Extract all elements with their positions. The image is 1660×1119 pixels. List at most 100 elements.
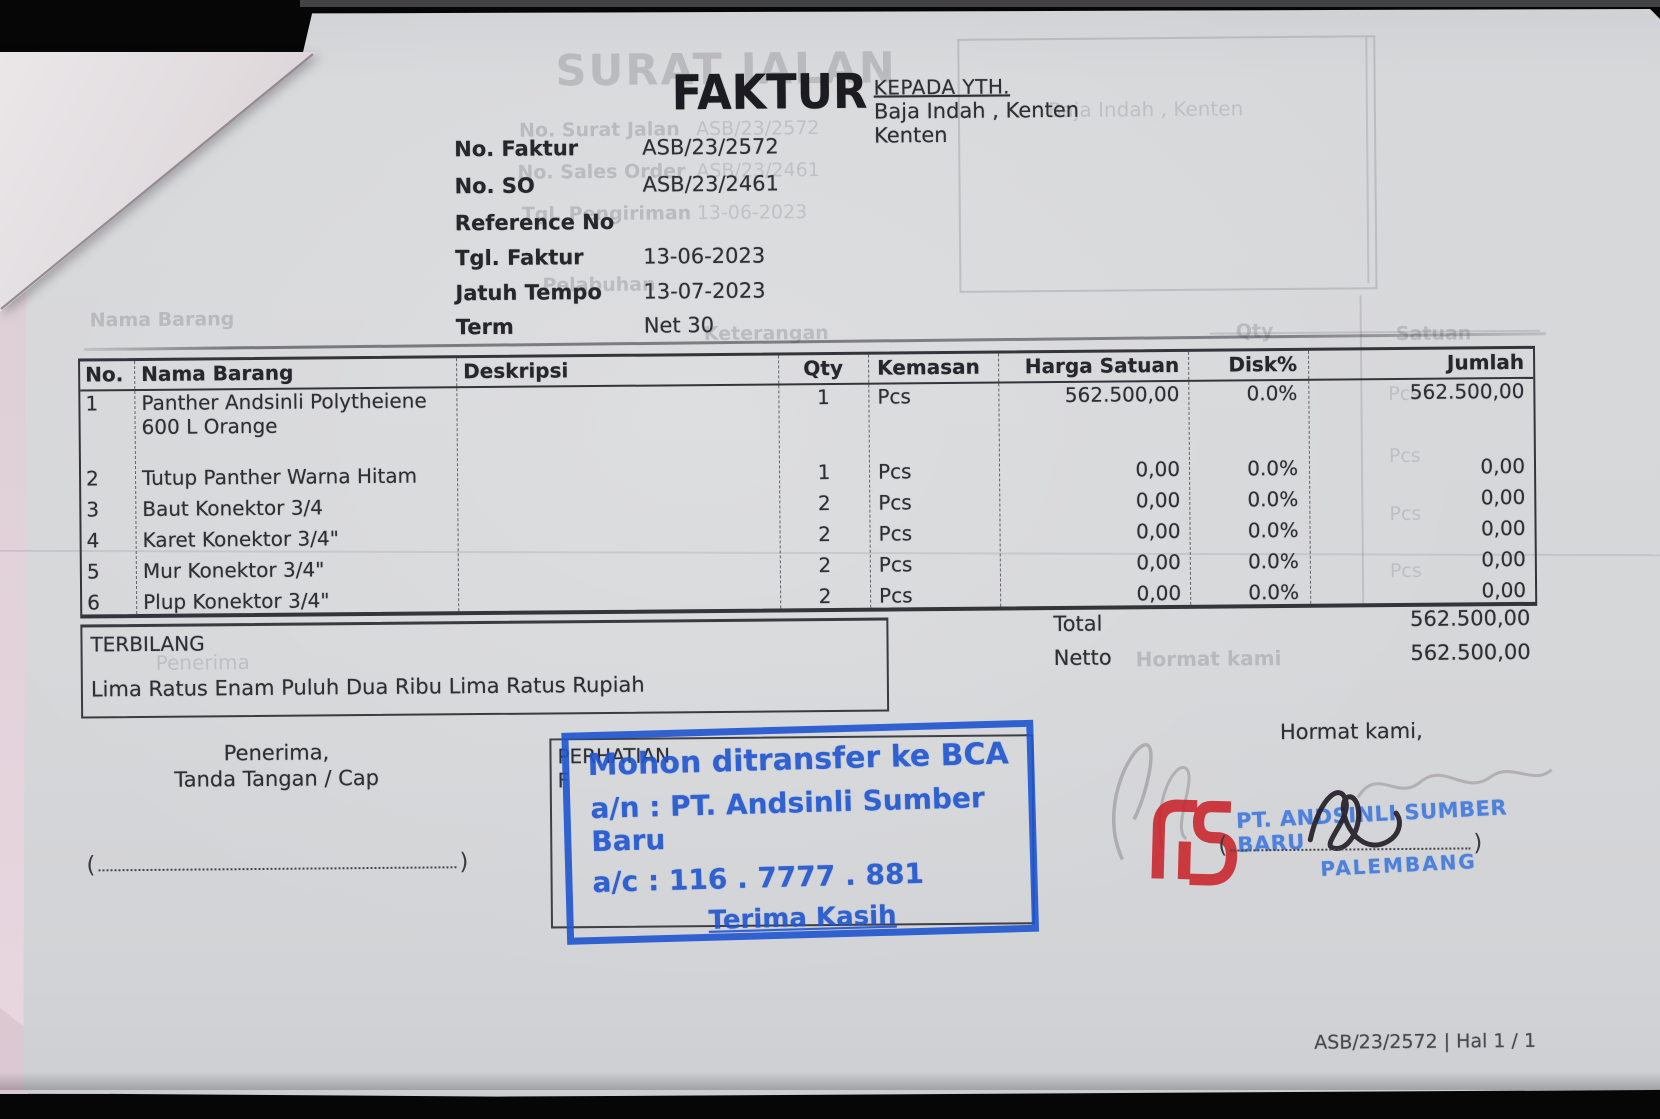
items-table: No. Nama Barang Deskripsi Qty Kemasan Ha… (78, 345, 1538, 619)
cell-nama: Plup Konektor 3/4" (143, 588, 330, 614)
cell-kemasan: Pcs (878, 521, 913, 546)
field-value: Net 30 (643, 313, 715, 338)
recipient-line2: Kenten (874, 122, 948, 148)
cell-deskripsi (457, 460, 779, 494)
cell-nama: Panther Andsinli Polytheiene 600 L Orang… (141, 388, 427, 439)
cell-kemasan: Pcs (877, 384, 911, 409)
stamp-line2: a/n : PT. Andsinli Sumber Baru (589, 781, 986, 859)
field-label: No. SO (454, 173, 535, 199)
cell-no: 4 (86, 528, 100, 553)
ghost-col-nama: Nama Barang (89, 308, 235, 332)
cell-harga: 0,00 (1136, 580, 1182, 606)
cell-nama: Mur Konektor 3/4" (142, 557, 325, 583)
header-harga: Harga Satuan (1024, 352, 1180, 379)
recipient-line1: Baja Indah , Kenten (873, 97, 1080, 124)
cell-disk: 0.0% (1247, 455, 1299, 481)
header-no: No. (85, 362, 124, 387)
cell-jumlah: 0,00 (1480, 484, 1526, 510)
penerima-line1: Penerima, (223, 740, 330, 766)
company-logo-stamp (1151, 799, 1238, 886)
header-deskripsi: Deskripsi (463, 358, 569, 384)
cell-harga: 562.500,00 (1064, 381, 1180, 407)
ghost-recipient-box (957, 35, 1378, 293)
header-qty: Qty (803, 355, 844, 381)
folded-corner (0, 52, 316, 312)
cell-no: 2 (85, 466, 99, 491)
pencil-signature-right (1356, 768, 1553, 799)
netto-value: 562.500,00 (1410, 639, 1531, 665)
paren-open: ( (86, 852, 96, 879)
stamp-line1: Mohon ditransfer ke BCA (587, 736, 1010, 784)
ghost-field-value: 13-06-2023 (696, 201, 808, 225)
field-value: ASB/23/2461 (642, 171, 780, 197)
cell-disk: 0.0% (1246, 380, 1298, 406)
page-title: FAKTUR (671, 63, 868, 122)
paren-close: ) (459, 849, 469, 876)
signature-dotted-line-right: ( ) (1218, 830, 1482, 858)
cell-jumlah: 0,00 (1481, 546, 1526, 572)
cell-kemasan: Pcs (879, 583, 913, 608)
cell-no: 1 (85, 391, 99, 416)
cell-disk: 0.0% (1247, 486, 1299, 512)
field-value: 13-07-2023 (643, 278, 766, 304)
cell-deskripsi (457, 522, 779, 556)
cell-nama: Karet Konektor 3/4" (142, 526, 339, 552)
terbilang-box: TERBILANG Lima Ratus Enam Puluh Dua Ribu… (80, 617, 890, 719)
cell-jumlah: 0,00 (1480, 515, 1526, 541)
cell-kemasan: Pcs (877, 459, 912, 484)
netto-label: Netto (1053, 645, 1112, 671)
dotted-rule (98, 865, 457, 872)
field-label: Reference No (454, 209, 615, 236)
page-footer: ASB/23/2572 | Hal 1 / 1 (1314, 1029, 1537, 1054)
stamp-line4: Terima Kasih (708, 900, 897, 936)
table-row: 1 Panther Andsinli Polytheiene 600 L Ora… (80, 379, 1534, 467)
cell-deskripsi (458, 584, 780, 618)
terbilang-text: Lima Ratus Enam Puluh Dua Ribu Lima Ratu… (90, 672, 645, 702)
field-label: Jatuh Tempo (455, 279, 602, 306)
cell-deskripsi (458, 553, 780, 587)
terbilang-heading: TERBILANG (90, 631, 205, 657)
penerima-line2: Tanda Tangan / Cap (174, 765, 380, 792)
field-label: No. Faktur (454, 136, 579, 162)
stamp-line3: a/c : 116 . 7777 . 881 (592, 856, 925, 900)
recipient-heading: KEPADA YTH. (873, 74, 1011, 100)
cell-deskripsi (456, 385, 779, 463)
cell-no: 3 (86, 497, 100, 522)
cell-disk: 0.0% (1247, 517, 1299, 543)
cell-disk: 0.0% (1247, 548, 1299, 574)
field-value: ASB/23/2572 (642, 134, 779, 160)
cell-harga: 0,00 (1135, 487, 1181, 513)
paren-close: ) (1473, 830, 1483, 857)
cell-harga: 0,00 (1135, 518, 1181, 544)
cell-qty: 2 (818, 552, 832, 578)
total-value: 562.500,00 (1409, 605, 1531, 631)
cell-nama: Baut Konektor 3/4 (142, 495, 324, 521)
fold-edge-line (0, 53, 314, 310)
bottom-edge-shadow (0, 1072, 1660, 1090)
header-disk: Disk% (1228, 351, 1298, 377)
field-value: 13-06-2023 (643, 243, 766, 269)
cell-harga: 0,00 (1135, 456, 1181, 482)
cell-no: 6 (87, 590, 100, 615)
header-kemasan: Kemasan (877, 354, 980, 380)
signature-dotted-line: ( ) (86, 849, 468, 878)
cell-qty: 2 (818, 583, 832, 609)
cell-qty: 1 (817, 459, 831, 485)
cell-harga: 0,00 (1136, 549, 1181, 575)
field-label: Tgl. Faktur (455, 245, 584, 271)
cell-deskripsi (457, 491, 779, 525)
cell-nama: Tutup Panther Warna Hitam (141, 463, 418, 490)
paren-open: ( (1218, 832, 1228, 859)
cell-kemasan: Pcs (878, 552, 913, 577)
payment-stamp: Mohon ditransfer ke BCA a/n : PT. Andsin… (561, 719, 1040, 945)
header-nama: Nama Barang (141, 360, 294, 387)
dotted-rule (1230, 846, 1471, 852)
cell-jumlah: 562.500,00 (1409, 378, 1525, 404)
cell-jumlah: 0,00 (1480, 453, 1526, 479)
cell-qty: 2 (818, 521, 832, 547)
scanner-lid-strip (300, 0, 1660, 7)
header-jumlah: Jumlah (1446, 349, 1525, 375)
